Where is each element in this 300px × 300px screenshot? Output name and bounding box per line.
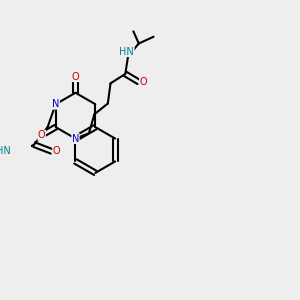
Text: N: N (52, 99, 59, 109)
Text: HN: HN (119, 46, 134, 57)
Text: O: O (38, 130, 46, 140)
Text: O: O (53, 146, 60, 156)
Text: O: O (140, 77, 147, 87)
Text: O: O (72, 72, 79, 82)
Text: HN: HN (0, 146, 11, 156)
Text: N: N (72, 134, 79, 144)
